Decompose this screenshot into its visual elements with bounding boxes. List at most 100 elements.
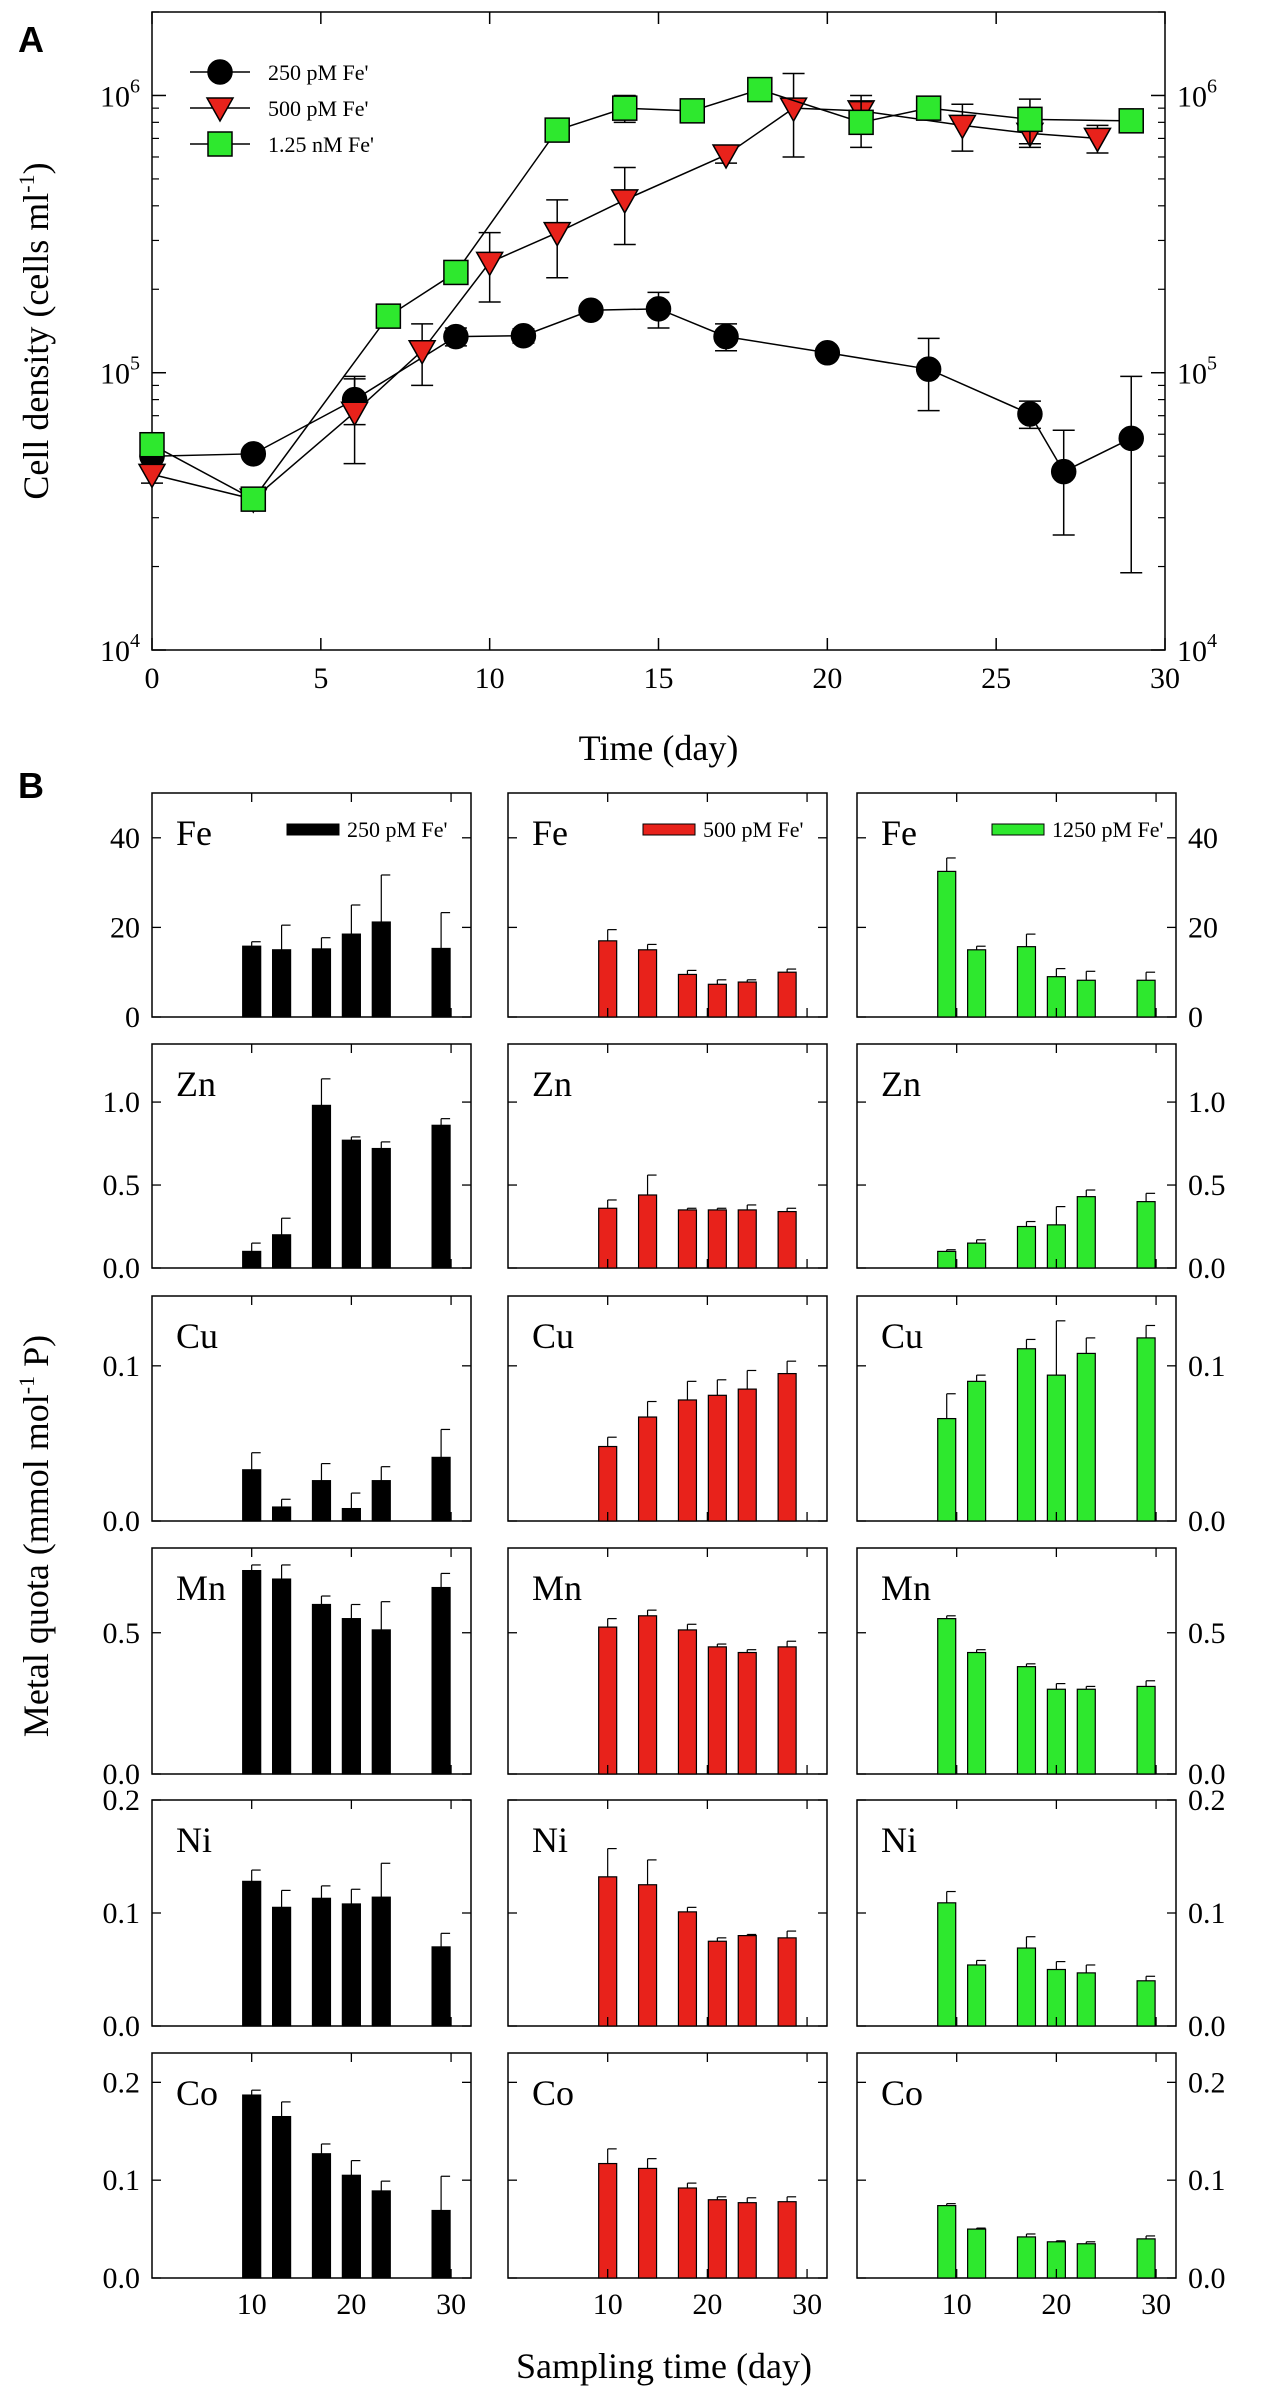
data-point-250-pm-fe [915,356,942,382]
subplot-frame [507,792,828,1018]
metal-label-zn: Zn [176,1064,216,1104]
bar-mn-250-pm-fe [371,1629,391,1775]
y-tick-label-right: 0.0 [1188,1758,1226,1791]
y-tick-label-left: 0.1 [103,2164,141,2197]
bar-ni-500-pm-fe [637,1884,658,2027]
bar-ni-500-pm-fe [737,1934,757,2027]
metal-label-mn: Mn [176,1568,226,1608]
bar-fe-500-pm-fe [637,949,658,1018]
data-point-250-pm-fe [645,296,672,322]
x-tick-label: 20 [812,662,842,695]
legend-marker-500-pm-fe [205,97,235,123]
bar-co-1250-pm-fe [1076,2243,1096,2279]
bar-co-1250-pm-fe [1016,2236,1037,2279]
y-tick-label-right: 105 [1177,353,1217,391]
bar-zn-250-pm-fe [311,1104,332,1269]
bar-ni-250-pm-fe [341,1903,361,2027]
y-tick-label-left: 105 [100,353,140,391]
series-line-250-pm-fe [151,308,1132,473]
data-point-250-pm-fe [510,322,537,349]
y-tick-label-left: 106 [100,75,140,113]
subplot-frame [856,1295,1177,1522]
x-tick-label: 30 [1141,2288,1171,2321]
y-tick-label-left: 0.2 [103,1784,141,1817]
bar-co-500-pm-fe [737,2202,757,2279]
y-axis-label-metal-quota: Metal quota (mmol mol-1 P) [14,1335,56,1737]
y-tick-label-left: 0.1 [103,1350,141,1383]
data-point-250-pm-fe [713,323,739,350]
y-tick-label-right: 0.2 [1188,2066,1226,2099]
bar-co-250-pm-fe [271,2115,292,2279]
data-point-500-pm-fe [779,97,808,123]
bar-ni-1250-pm-fe [937,1902,957,2027]
bar-mn-500-pm-fe [737,1651,757,1775]
y-tick-label-right: 0.0 [1188,1252,1226,1285]
bar-fe-250-pm-fe [371,921,391,1018]
y-tick-label-left: 0.0 [103,1758,141,1791]
subplot-co-250-pm-fe: 10 20 30 0.0 0.1 0.2 Co [103,2052,472,2321]
bar-mn-500-pm-fe [598,1626,618,1775]
bar-ni-1250-pm-fe [1016,1947,1037,2027]
panel-b-metal-quota-charts: B 0 20 40 Fe 250 pM Fe' Fe 500 pM Fe' 0 20 40 Fe 125… [14,765,1226,2386]
bar-ni-250-pm-fe [431,1946,451,2027]
bar-cu-500-pm-fe [737,1388,757,1522]
y-tick-label-left: 20 [110,911,140,944]
bar-cu-250-pm-fe [371,1480,391,1522]
legend-label-250-pm-fe: 250 pM Fe' [347,817,448,842]
subplot-frame [507,2052,828,2279]
data-point-500-pm-fe [948,114,977,140]
subplot-ni-500-pm-fe: Ni [507,1799,828,2027]
x-tick-label: 10 [593,2288,623,2321]
bar-mn-250-pm-fe [311,1603,332,1775]
x-tick-label: 20 [692,2288,722,2321]
data-point-500-pm-fe [137,463,167,489]
bar-zn-250-pm-fe [271,1234,292,1269]
y-tick-label-right: 104 [1177,630,1217,668]
x-tick-label: 25 [981,662,1011,695]
subplot-mn-250-pm-fe: 0.0 0.5 Mn [103,1547,472,1791]
bar-fe-250-pm-fe [311,948,332,1018]
y-tick-label-right: 20 [1188,911,1218,944]
metal-label-fe: Fe [176,813,212,853]
bar-cu-500-pm-fe [637,1416,658,1522]
data-point-1-25-nm-fe [611,95,638,121]
bar-zn-1250-pm-fe [1016,1225,1037,1269]
data-point-1-25-nm-fe [1017,106,1043,133]
y-tick-label-left: 0.0 [103,2010,141,2043]
y-tick-label-right: 0.1 [1188,1350,1226,1383]
y-tick-label-left: 0.5 [103,1169,141,1202]
bar-fe-1250-pm-fe [1076,979,1096,1018]
x-tick-label: 5 [313,662,328,695]
y-tick-label-left: 0.0 [103,2262,141,2295]
bar-mn-500-pm-fe [677,1629,698,1775]
bar-co-1250-pm-fe [1136,2238,1156,2279]
bar-fe-1250-pm-fe [967,949,987,1018]
legend-label-1-25-nm-fe: 1.25 nM Fe' [268,132,374,157]
bar-co-500-pm-fe [677,2187,698,2279]
data-point-500-pm-fe [407,340,437,366]
bar-zn-1250-pm-fe [1136,1201,1156,1269]
data-point-250-pm-fe [1050,458,1077,485]
legend-swatch-500-pm-fe [642,823,696,836]
bar-co-250-pm-fe [242,2094,262,2279]
subplot-zn-1250-pm-fe: 0.0 0.5 1.0 Zn [856,1043,1226,1285]
data-point-1-25-nm-fe [1118,108,1144,134]
y-tick-label-right: 0.1 [1188,1897,1226,1930]
bar-cu-250-pm-fe [271,1506,292,1522]
x-tick-label: 30 [1150,662,1180,695]
data-point-250-pm-fe [578,297,604,324]
metal-label-ni: Ni [881,1820,917,1860]
metal-label-fe: Fe [532,813,568,853]
bar-ni-500-pm-fe [677,1911,698,2027]
data-point-250-pm-fe [240,441,267,467]
legend-label-500-pm-fe: 500 pM Fe' [268,96,369,121]
bar-mn-1250-pm-fe [1136,1685,1156,1775]
data-point-1-25-nm-fe [375,303,402,329]
bar-fe-500-pm-fe [598,940,618,1018]
y-tick-label-right: 0.0 [1188,2262,1226,2295]
metal-label-ni: Ni [176,1820,212,1860]
x-tick-label: 20 [336,2288,366,2321]
bar-zn-500-pm-fe [707,1209,727,1269]
data-point-500-pm-fe [1083,127,1112,153]
